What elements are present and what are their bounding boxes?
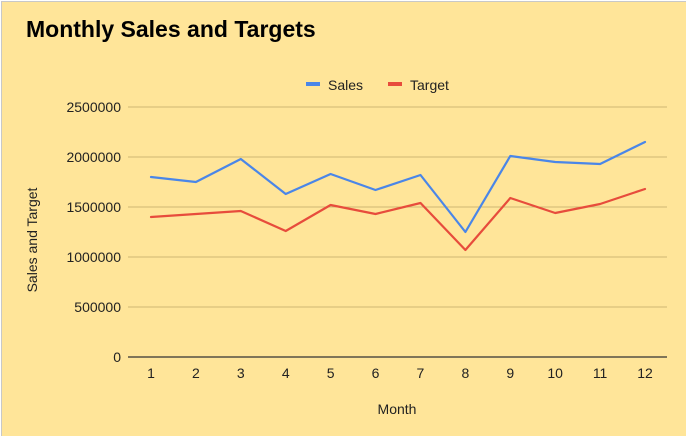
y-tick-label: 1500000	[66, 199, 121, 215]
x-tick-label: 8	[461, 365, 469, 381]
legend-swatch-target	[388, 82, 402, 86]
x-tick-label: 5	[327, 365, 335, 381]
x-tick-label: 9	[506, 365, 514, 381]
legend-label-sales: Sales	[328, 77, 363, 93]
series-lines	[149, 140, 647, 252]
x-tick-labels: 1 2 3 4 5 6 7 8 9 10 11 12	[147, 365, 653, 381]
gridlines	[128, 106, 667, 308]
y-tick-label: 2500000	[66, 99, 121, 115]
x-tick-label: 7	[417, 365, 425, 381]
y-axis-title: Sales and Target	[24, 187, 40, 292]
x-tick-label: 2	[192, 365, 200, 381]
legend: Sales Target	[306, 77, 449, 93]
x-tick-label: 1	[147, 365, 155, 381]
legend-swatch-sales	[306, 82, 320, 86]
y-tick-label: 1000000	[66, 249, 121, 265]
series-line-sales	[149, 140, 647, 234]
y-tick-label: 2000000	[66, 149, 121, 165]
x-tick-label: 3	[237, 365, 245, 381]
x-tick-label: 6	[372, 365, 380, 381]
x-tick-label: 12	[637, 365, 653, 381]
y-tick-label: 500000	[74, 299, 121, 315]
x-tick-label: 4	[282, 365, 290, 381]
chart-title: Monthly Sales and Targets	[26, 16, 316, 42]
x-tick-label: 10	[547, 365, 563, 381]
y-tick-label: 0	[113, 349, 121, 365]
x-axis-title: Month	[378, 401, 417, 417]
legend-label-target: Target	[410, 77, 449, 93]
x-tick-label: 11	[593, 365, 608, 381]
series-line-target	[149, 187, 647, 252]
y-tick-labels: 0 500000 1000000 1500000 2000000 2500000	[66, 99, 121, 365]
